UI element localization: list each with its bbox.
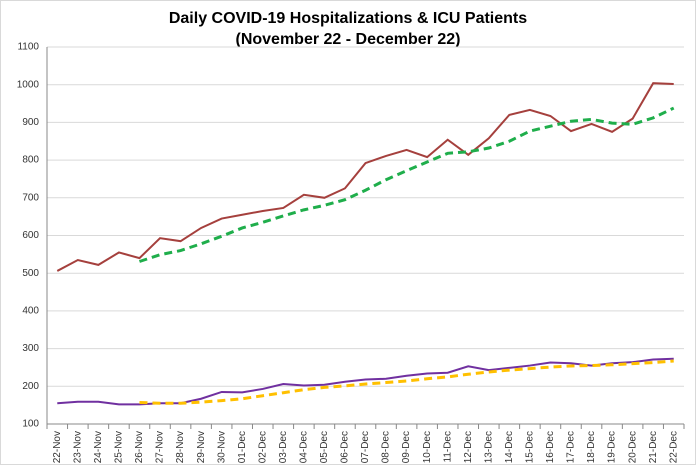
series-line	[138, 106, 675, 263]
x-tick-label: 26-Nov	[134, 431, 145, 463]
x-tick-label: 20-Dec	[627, 431, 638, 463]
y-tick-label: 1100	[17, 42, 39, 53]
x-tick-label: 12-Dec	[463, 431, 474, 463]
y-tick-label: 1000	[17, 79, 40, 90]
y-tick-label: 400	[22, 306, 39, 317]
y-tick-label: 500	[22, 268, 39, 279]
x-tick-label: 27-Nov	[155, 431, 166, 463]
x-tick-label: 22-Dec	[668, 431, 679, 463]
x-tick-label: 15-Dec	[525, 431, 536, 463]
x-tick-label: 22-Nov	[52, 431, 63, 463]
x-tick-label: 18-Dec	[586, 431, 597, 463]
x-tick-label: 21-Dec	[648, 431, 659, 463]
x-tick-label: 09-Dec	[401, 431, 412, 463]
x-tick-label: 07-Dec	[360, 431, 371, 463]
series-line	[56, 82, 674, 272]
y-tick-label: 300	[22, 343, 39, 354]
x-tick-label: 24-Nov	[93, 431, 104, 463]
y-tick-label: 200	[22, 381, 39, 392]
x-tick-label: 05-Dec	[319, 431, 330, 463]
x-tick-label: 02-Dec	[257, 431, 268, 463]
x-tick-label: 25-Nov	[114, 431, 125, 463]
x-tick-label: 08-Dec	[381, 431, 392, 463]
x-tick-label: 17-Dec	[566, 431, 577, 463]
x-tick-label: 14-Dec	[504, 431, 515, 463]
series-line	[139, 359, 674, 405]
x-tick-label: 01-Dec	[237, 431, 248, 463]
x-tick-label: 10-Dec	[422, 431, 433, 463]
y-tick-label: 600	[22, 230, 39, 241]
x-tick-label: 28-Nov	[175, 431, 186, 463]
chart-title: Daily COVID-19 Hospitalizations & ICU Pa…	[169, 10, 527, 27]
x-tick-label: 11-Dec	[442, 431, 453, 463]
x-tick-label: 13-Dec	[483, 431, 494, 463]
x-tick-label: 04-Dec	[298, 431, 309, 463]
x-tick-label: 23-Nov	[72, 431, 83, 463]
y-tick-label: 100	[22, 419, 39, 430]
chart-subtitle: (November 22 - December 22)	[236, 31, 461, 48]
y-tick-label: 800	[22, 155, 39, 166]
x-tick-label: 30-Nov	[216, 431, 227, 463]
y-tick-label: 900	[22, 117, 39, 128]
x-tick-label: 16-Dec	[545, 431, 556, 463]
y-tick-label: 700	[22, 192, 39, 203]
x-tick-label: 06-Dec	[340, 431, 351, 463]
x-tick-label: 03-Dec	[278, 431, 289, 463]
x-tick-label: 19-Dec	[607, 431, 618, 463]
x-tick-label: 29-Nov	[196, 431, 207, 463]
